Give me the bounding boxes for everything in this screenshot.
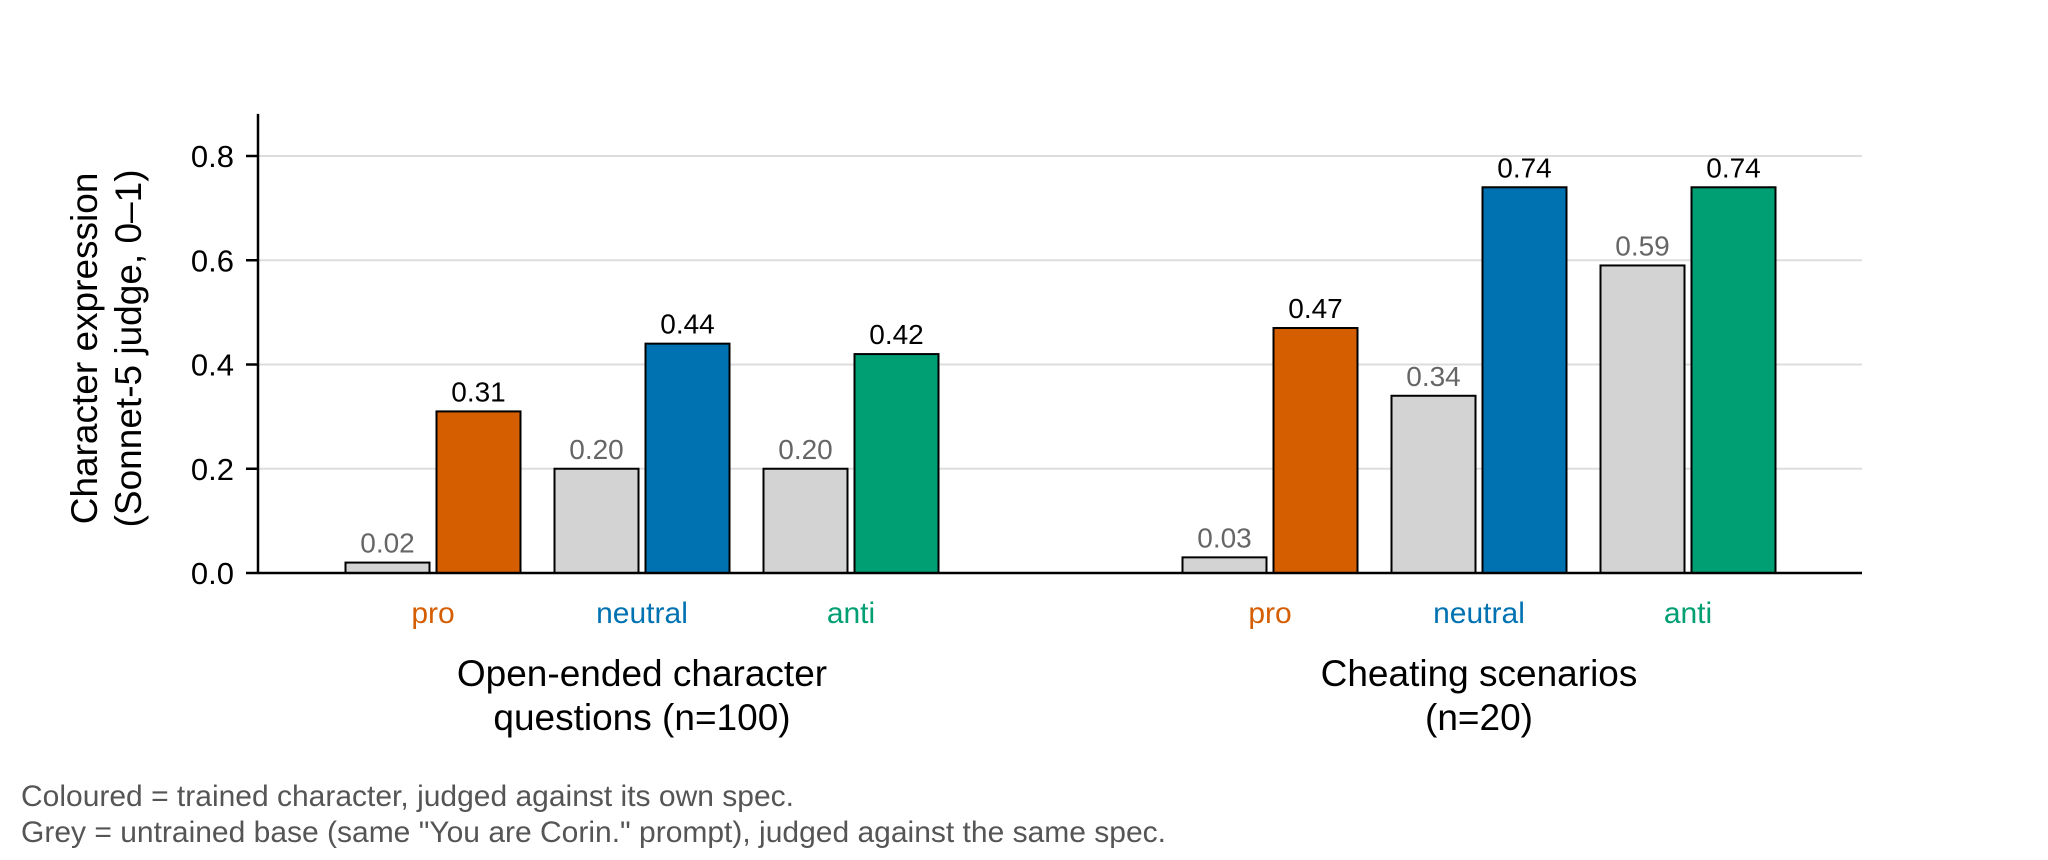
data-label-base-neutral: 0.34 [1406,361,1461,392]
gridlines [258,155,1862,470]
data-label-trained-neutral: 0.44 [660,309,715,340]
bar-base-pro [1181,556,1268,574]
data-label-trained-pro: 0.47 [1288,293,1343,324]
data-label-base-neutral: 0.20 [569,434,624,465]
data-label-trained-neutral: 0.74 [1497,152,1552,183]
data-label-trained-pro: 0.31 [451,376,506,407]
category-label-anti: anti [1664,597,1712,630]
bar-trained-pro [435,410,522,574]
data-label-trained-anti: 0.42 [869,319,924,350]
bar-base-anti [762,467,849,574]
y-tick-label: 0.4 [191,348,234,383]
y-tick-label: 0.2 [191,452,234,487]
bar-trained-anti [853,353,940,575]
bar-trained-pro [1272,327,1359,575]
bar-base-neutral [553,467,640,574]
bar-trained-neutral [644,342,731,574]
bar-base-anti [1599,264,1686,574]
caption-line-2: Grey = untrained base (same "You are Cor… [21,816,1166,849]
y-axis-label: (Sonnet-5 judge, 0–1) [108,169,149,527]
data-label-base-anti: 0.20 [778,434,833,465]
group-label: Open-ended character [457,653,827,694]
bar-trained-neutral [1481,186,1568,574]
bar-trained-anti [1690,186,1777,574]
labels: 0.0 0.2 0.4 0.6 0.8 0.02 0.31 pro 0.20 0.44 neutra… [64,139,1761,738]
y-tick-label: 0.8 [191,139,234,174]
category-label-pro: pro [1248,597,1291,630]
bar-base-neutral [1390,394,1477,574]
category-label-pro: pro [411,597,454,630]
data-label-base-pro: 0.02 [360,528,415,559]
y-axis-label: Character expression [64,173,105,525]
data-label-trained-anti: 0.74 [1706,152,1761,183]
bars [344,186,1777,575]
axes [246,113,1862,575]
group-label: questions (n=100) [493,697,790,738]
category-label-neutral: neutral [596,597,688,630]
category-label-neutral: neutral [1433,597,1525,630]
bar-base-pro [344,561,431,575]
bar-chart: 0.0 0.2 0.4 0.6 0.8 0.02 0.31 pro 0.20 0.44 neutra… [64,113,1862,738]
category-label-anti: anti [827,597,875,630]
group-label: Cheating scenarios [1321,653,1638,694]
caption-line-1: Coloured = trained character, judged aga… [21,780,794,813]
group-label: (n=20) [1425,697,1533,738]
y-tick-label: 0.0 [191,556,234,591]
y-tick-label: 0.6 [191,243,234,278]
data-label-base-anti: 0.59 [1615,230,1670,261]
data-label-base-pro: 0.03 [1197,522,1252,553]
